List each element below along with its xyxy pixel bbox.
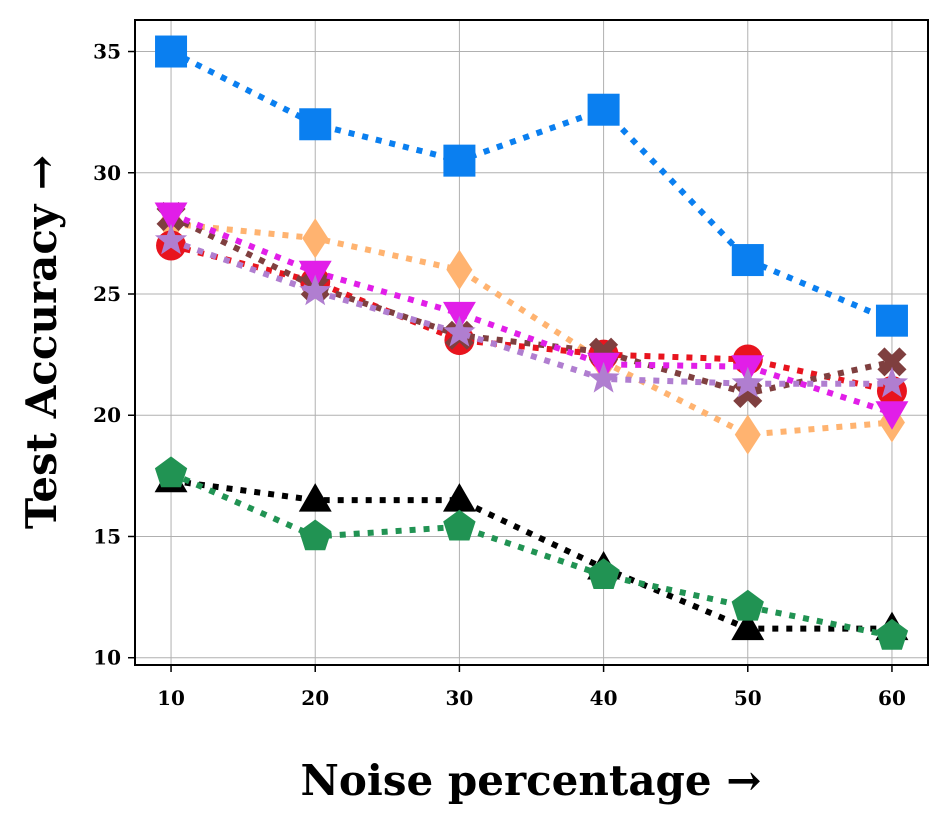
- data-point-blue-square-10: [155, 35, 188, 68]
- y-tick-label: 30: [93, 161, 121, 185]
- series-green-pentagon: [154, 456, 909, 650]
- data-point-black-triangle-up-50: [731, 611, 765, 641]
- data-point-blue-square-20: [299, 108, 332, 141]
- y-axis-title: Test Accuracy →: [17, 155, 66, 529]
- data-point-purple-star-20: [299, 274, 332, 306]
- data-point-magenta-triangle-down-60: [875, 401, 909, 430]
- x-tick-label: 10: [157, 686, 185, 710]
- data-point-green-pentagon-50: [731, 589, 764, 621]
- data-point-magenta-triangle-down-10: [154, 202, 188, 231]
- data-point-purple-star-30: [443, 315, 476, 347]
- x-tick-label: 30: [445, 686, 473, 710]
- data-point-orange-diamond-30: [446, 249, 473, 290]
- data-point-blue-square-40: [587, 93, 620, 126]
- data-point-green-pentagon-40: [587, 558, 620, 589]
- x-tick-label: 60: [878, 686, 906, 710]
- series-line-green-pentagon: [169, 470, 893, 639]
- y-tick-label: 35: [93, 40, 121, 64]
- x-axis-title: Noise percentage →: [301, 756, 762, 805]
- series-line-brown-x: [169, 213, 893, 397]
- data-point-brown-x-60: [877, 347, 907, 377]
- data-point-black-triangle-up-20: [298, 483, 332, 512]
- data-point-green-pentagon-60: [875, 618, 909, 650]
- series-line-magenta-triangle-down: [169, 211, 893, 416]
- y-tick-label: 15: [93, 524, 121, 548]
- axis-ticks: 10 20 30 40 50 60 10 15 20 25 30 35: [93, 40, 906, 710]
- data-point-blue-square-50: [731, 244, 764, 277]
- series-line-orange-diamond: [170, 220, 893, 438]
- x-tick-label: 50: [734, 686, 762, 710]
- series-line-red-circle: [170, 242, 893, 394]
- data-point-black-triangle-up-30: [443, 483, 476, 512]
- y-tick-label: 25: [93, 282, 121, 306]
- data-point-orange-diamond-50: [734, 414, 761, 455]
- series-line-purple-star: [170, 237, 892, 387]
- x-tick-label: 40: [590, 686, 618, 710]
- plot-frame: [134, 19, 929, 666]
- data-point-blue-square-60: [875, 304, 908, 337]
- series-orange-diamond: [158, 203, 905, 455]
- series-blue-square: [155, 35, 908, 337]
- y-tick-label: 20: [93, 403, 121, 427]
- series-purple-star: [154, 223, 909, 398]
- data-point-purple-star-50: [731, 366, 764, 398]
- series-line-black-triangle-up: [170, 477, 892, 632]
- x-tick-label: 20: [301, 686, 329, 710]
- data-point-green-pentagon-10: [154, 456, 188, 488]
- data-point-purple-star-60: [875, 366, 909, 398]
- data-point-blue-square-30: [443, 144, 476, 177]
- data-point-green-pentagon-30: [443, 509, 476, 541]
- series-group: [154, 35, 909, 650]
- data-point-purple-star-10: [154, 223, 188, 255]
- marker-stroke: [877, 347, 907, 377]
- grid: [135, 20, 928, 665]
- data-point-orange-diamond-20: [302, 218, 329, 259]
- y-tick-label: 10: [93, 646, 121, 670]
- data-point-purple-star-40: [587, 361, 620, 393]
- data-point-green-pentagon-20: [299, 519, 332, 551]
